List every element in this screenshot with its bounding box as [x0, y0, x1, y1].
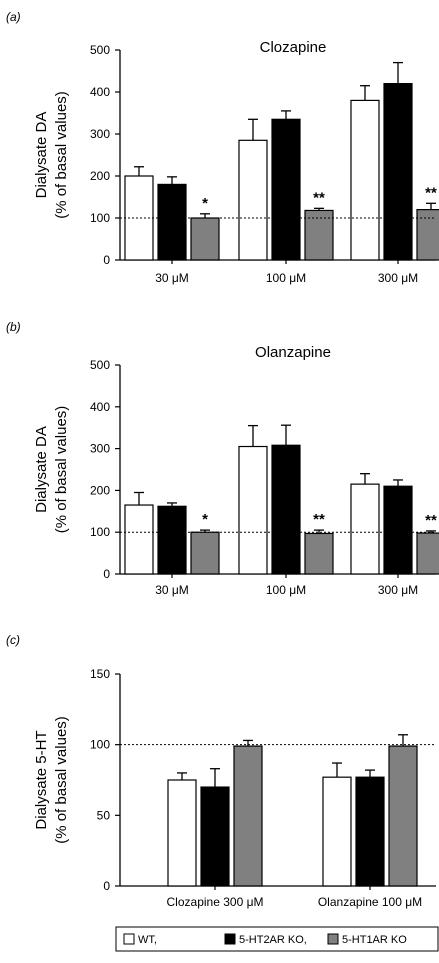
y-axis-title: Dialysate DA: [33, 112, 50, 199]
category-label: 100 μM: [266, 271, 306, 285]
y-axis-title: Dialysate DA: [33, 426, 50, 513]
bar-ko2a: [383, 82, 413, 261]
bar-ko2a: [200, 786, 230, 887]
bar-ko1a: [304, 532, 334, 575]
category-label: 100 μM: [266, 583, 306, 597]
significance-marker: *: [202, 511, 208, 528]
y-axis-subtitle: (% of basal values): [53, 716, 70, 844]
y-axis-subtitle: (% of basal values): [53, 91, 70, 219]
chart-panel-2: (b) Olanzapine Dialysate DA (% of basal val…: [6, 320, 439, 597]
y-tick-label: 200: [90, 169, 110, 183]
bar-ko1a: [388, 745, 418, 887]
y-tick-label: 400: [90, 400, 110, 414]
category-label: Clozapine 300 μM: [167, 895, 264, 909]
bar-ko2a: [271, 444, 301, 575]
y-tick-label: 100: [90, 211, 110, 225]
legend-label: WT,: [138, 934, 157, 946]
y-tick-label: 200: [90, 483, 110, 497]
bar-ko1a: [233, 745, 263, 887]
significance-marker: **: [425, 184, 437, 201]
y-tick-label: 100: [90, 525, 110, 539]
category-label: Olanzapine 100 μM: [318, 895, 422, 909]
significance-marker: *: [202, 195, 208, 212]
category-label: 300 μM: [378, 271, 418, 285]
significance-marker: **: [313, 189, 325, 206]
chart-title: Clozapine: [260, 39, 327, 56]
legend-box: [115, 926, 439, 952]
y-tick-label: 0: [103, 567, 110, 581]
bar-ko2a: [271, 118, 301, 261]
panel-label: (a): [6, 10, 21, 24]
legend-swatch: [123, 933, 135, 945]
y-tick-label: 500: [90, 43, 110, 57]
bar-ko1a: [190, 531, 220, 575]
bar-ko2a: [355, 776, 385, 887]
y-tick-label: 500: [90, 358, 110, 372]
y-axis-title: Dialysate 5-HT: [33, 730, 50, 829]
significance-marker: **: [425, 512, 437, 529]
category-label: 300 μM: [378, 583, 418, 597]
y-tick-label: 300: [90, 127, 110, 141]
chart-panel-1: (a) Clozapine Dialysate DA (% of basal valu…: [6, 10, 439, 285]
legend-label: 5-HT2AR KO,: [239, 934, 307, 946]
chart-title: Olanzapine: [255, 344, 331, 361]
legend-label: 5-HT1AR KO: [342, 934, 407, 946]
y-tick-label: 0: [103, 879, 110, 893]
bar-wt: [124, 504, 154, 575]
bar-wt: [322, 776, 352, 887]
bar-ko1a: [416, 209, 439, 261]
y-axis-subtitle: (% of basal values): [53, 406, 70, 534]
legend-swatch: [327, 933, 339, 945]
bar-ko2a: [383, 485, 413, 575]
chart-panel-3: (c) Dialysate 5-HT (% of basal values) 0 50 1…: [6, 633, 436, 909]
bar-wt: [238, 445, 268, 575]
bar-wt: [350, 483, 380, 575]
bar-ko1a: [304, 209, 334, 261]
legend-swatch: [224, 933, 236, 945]
y-tick-label: 300: [90, 442, 110, 456]
y-tick-label: 150: [90, 667, 110, 681]
category-label: 30 μM: [155, 583, 189, 597]
y-tick-label: 50: [97, 808, 111, 822]
bar-ko1a: [190, 217, 220, 261]
bar-ko2a: [157, 505, 187, 575]
panel-label: (c): [6, 633, 20, 647]
category-label: 30 μM: [155, 271, 189, 285]
y-tick-label: 400: [90, 85, 110, 99]
y-tick-label: 100: [90, 738, 110, 752]
bar-wt: [238, 139, 268, 261]
significance-marker: **: [313, 511, 325, 528]
bar-wt: [167, 779, 197, 887]
panel-label: (b): [6, 320, 21, 334]
bar-wt: [350, 99, 380, 261]
bar-ko1a: [416, 532, 439, 575]
y-tick-label: 0: [103, 253, 110, 267]
legend: WT, 5-HT2AR KO, 5-HT1AR KO: [115, 926, 439, 952]
bar-ko2a: [157, 183, 187, 261]
